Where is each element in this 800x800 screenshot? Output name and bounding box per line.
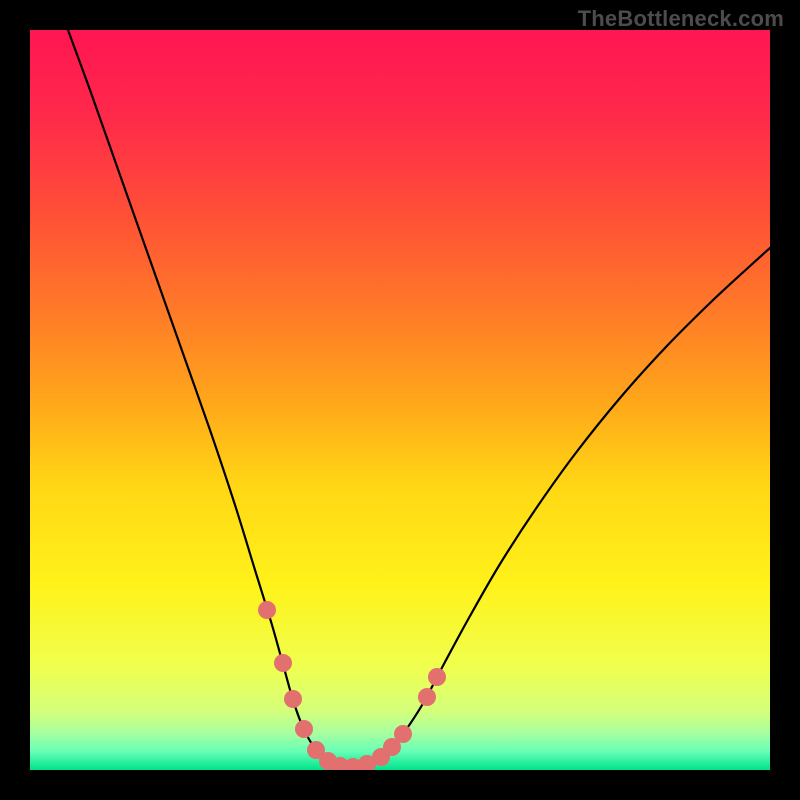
curve-marker: [418, 688, 436, 706]
curve-marker: [428, 668, 446, 686]
curve-marker: [394, 725, 412, 743]
curve-marker: [258, 601, 276, 619]
curve-marker: [295, 720, 313, 738]
curve-marker: [274, 654, 292, 672]
chart-canvas: [0, 0, 800, 800]
curve-marker: [284, 690, 302, 708]
gradient-background: [30, 30, 770, 770]
watermark-text: TheBottleneck.com: [578, 6, 784, 32]
chart-root: TheBottleneck.com: [0, 0, 800, 800]
